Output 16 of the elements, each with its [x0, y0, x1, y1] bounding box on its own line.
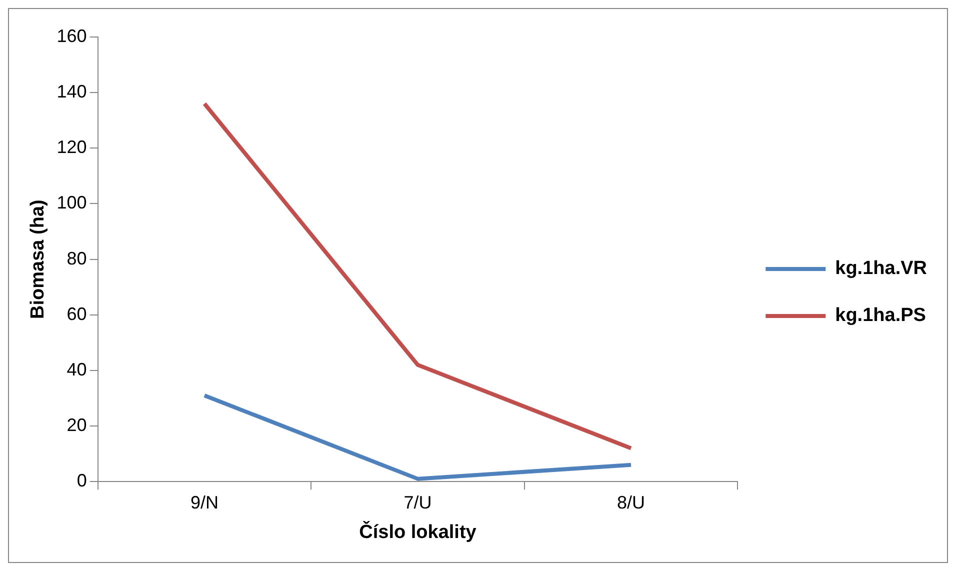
y-tick-label: 60	[66, 304, 87, 324]
x-axis-title: Číslo lokality	[359, 520, 477, 543]
legend-label: kg.1ha.VR	[835, 258, 928, 280]
y-tick-label: 120	[56, 137, 87, 158]
x-tick-label: 7/U	[404, 492, 432, 512]
x-tick-label: 9/N	[190, 492, 218, 512]
y-tick-label: 140	[56, 82, 87, 102]
y-tick-label: 0	[76, 470, 87, 491]
x-tick-label: 8/U	[616, 492, 646, 512]
y-tick-label: 100	[56, 192, 87, 213]
y-tick-label: 40	[66, 359, 87, 380]
y-tick-label: 160	[56, 26, 87, 46]
y-tick-label: 20	[66, 414, 87, 435]
y-axis-title: Biomasa (ha)	[28, 200, 49, 319]
legend-label: kg.1ha.PS	[835, 305, 926, 326]
y-tick-label: 80	[66, 248, 87, 268]
